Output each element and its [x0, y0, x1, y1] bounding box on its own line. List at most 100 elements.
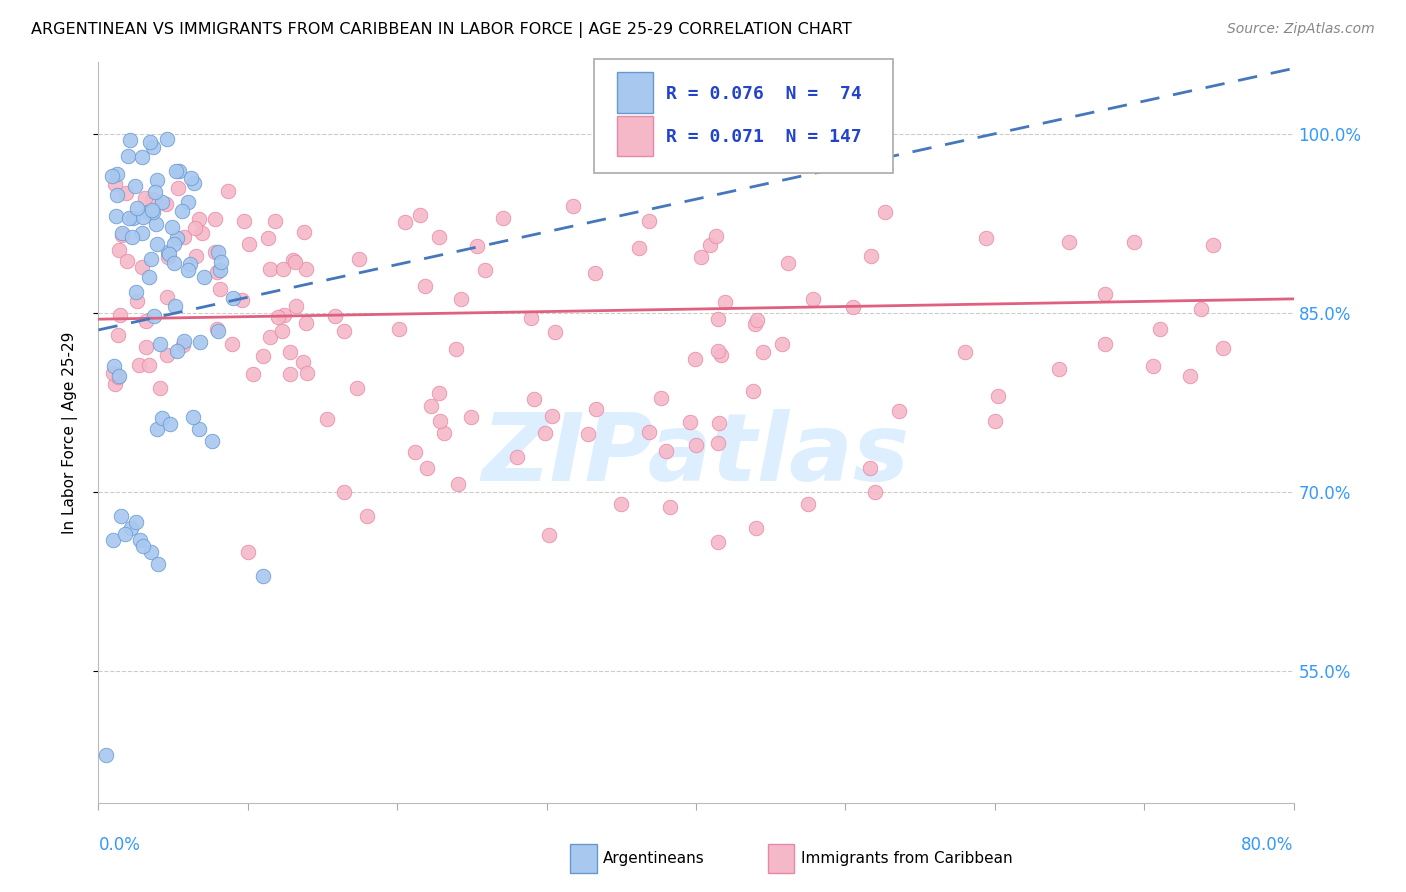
Point — [103, 359, 125, 373]
Point — [659, 500, 682, 514]
Point — [209, 282, 232, 296]
Point — [271, 261, 294, 276]
Text: R = 0.076  N =  74: R = 0.076 N = 74 — [666, 85, 862, 103]
Point — [707, 436, 730, 450]
Point — [114, 527, 136, 541]
Point — [125, 294, 148, 309]
Point — [291, 355, 314, 369]
Point — [283, 252, 305, 267]
Point — [801, 292, 824, 306]
Point — [394, 215, 416, 229]
Point — [167, 164, 190, 178]
Point — [859, 249, 882, 263]
Point — [278, 368, 301, 382]
Point — [638, 425, 661, 439]
Point — [678, 416, 700, 430]
Point — [419, 399, 441, 413]
Text: 0.0%: 0.0% — [98, 836, 141, 855]
Point — [122, 211, 145, 226]
Point — [685, 437, 707, 451]
Point — [107, 370, 129, 384]
Point — [752, 344, 775, 359]
Point — [236, 545, 259, 559]
Point — [585, 401, 607, 416]
Point — [745, 521, 768, 535]
Point — [146, 172, 169, 186]
Point — [1142, 359, 1164, 373]
Point — [149, 381, 172, 395]
Point — [136, 205, 159, 219]
Point — [110, 509, 132, 524]
Point — [576, 427, 599, 442]
Point — [131, 226, 153, 240]
Text: Source: ZipAtlas.com: Source: ZipAtlas.com — [1227, 22, 1375, 37]
Point — [707, 534, 730, 549]
Point — [120, 521, 142, 535]
Point — [173, 334, 195, 348]
Point — [125, 515, 148, 529]
Point — [209, 255, 232, 269]
Point — [204, 245, 226, 260]
Point — [134, 192, 156, 206]
Point — [295, 316, 318, 330]
Point — [887, 403, 910, 417]
Point — [284, 255, 307, 269]
Point — [166, 344, 188, 359]
Text: Immigrants from Caribbean: Immigrants from Caribbean — [801, 851, 1012, 866]
Point — [745, 313, 768, 327]
Point — [107, 328, 129, 343]
Point — [221, 291, 243, 305]
Point — [1189, 301, 1212, 316]
Point — [165, 299, 187, 313]
Point — [429, 414, 451, 428]
Point — [1094, 337, 1116, 351]
Point — [139, 545, 162, 559]
Point — [859, 461, 882, 475]
Point — [259, 330, 281, 344]
Point — [1212, 341, 1234, 355]
Point — [427, 386, 450, 401]
Point — [104, 178, 127, 192]
Point — [121, 230, 143, 244]
Point — [323, 309, 346, 323]
Point — [173, 229, 195, 244]
Point — [1047, 361, 1070, 376]
Point — [413, 278, 436, 293]
Point — [561, 199, 583, 213]
Point — [117, 149, 139, 163]
Point — [541, 409, 564, 424]
Point — [156, 290, 179, 304]
Point — [156, 132, 179, 146]
Point — [404, 444, 426, 458]
Point — [159, 417, 181, 432]
Point — [131, 260, 153, 274]
Point — [183, 176, 205, 190]
Point — [492, 211, 515, 225]
Point — [188, 335, 211, 350]
Point — [177, 262, 200, 277]
Point — [610, 497, 633, 511]
Point — [333, 324, 356, 338]
Point — [450, 292, 472, 306]
Point — [770, 337, 793, 351]
Point — [103, 533, 125, 547]
Point — [146, 237, 169, 252]
Point — [266, 310, 288, 325]
Point — [953, 344, 976, 359]
Point — [707, 416, 730, 430]
Bar — [617, 72, 652, 112]
Point — [118, 133, 141, 147]
Point — [689, 250, 711, 264]
Point — [209, 263, 232, 277]
Point — [710, 348, 733, 362]
Point — [145, 217, 167, 231]
Point — [292, 225, 315, 239]
Point — [132, 539, 155, 553]
Point — [101, 169, 124, 183]
Point — [163, 236, 186, 251]
Point — [139, 135, 162, 149]
Point — [111, 226, 134, 240]
Point — [204, 211, 226, 226]
Point — [148, 557, 170, 571]
Point — [166, 231, 188, 245]
